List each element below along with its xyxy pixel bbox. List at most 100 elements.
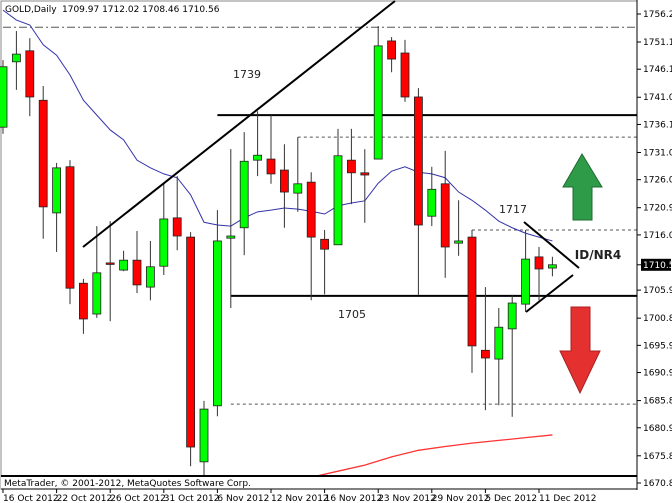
candle	[132, 231, 142, 294]
y-tick-label: 1736.10	[643, 120, 672, 130]
candle	[79, 278, 88, 334]
current-price-label: 1710.56	[643, 261, 672, 271]
candle-body	[548, 264, 557, 269]
y-tick-label: 1720.95	[643, 204, 672, 214]
x-tick-label: 16 Oct 2012	[3, 494, 59, 503]
y-tick-label: 1726.05	[643, 176, 672, 186]
y-tick-label: 1680.90	[643, 424, 672, 434]
candle	[11, 31, 21, 90]
candle-body	[480, 349, 490, 359]
candle	[52, 162, 61, 252]
candle-body	[92, 272, 102, 315]
candle	[494, 307, 504, 406]
x-tick-label: 29 Nov 2012	[432, 494, 490, 503]
y-tick-label: 1751.10	[643, 38, 672, 48]
candle	[279, 144, 289, 228]
candle	[159, 183, 169, 276]
candle	[413, 88, 423, 295]
candle-body	[52, 167, 61, 214]
candle	[534, 246, 544, 301]
triangle-upper-line	[523, 221, 580, 269]
trendline	[82, 0, 396, 248]
candle	[333, 128, 343, 246]
triangle-lower-line	[525, 274, 574, 313]
candle-body	[25, 50, 35, 98]
candle-body	[279, 169, 289, 193]
y-tick-label: 1685.85	[643, 397, 672, 407]
candle	[92, 226, 102, 318]
candle-body	[320, 238, 330, 250]
candle	[507, 294, 517, 417]
x-tick-label: 6 Nov 2012	[217, 494, 269, 503]
x-tick-label: 26 Oct 2012	[110, 494, 166, 503]
candle-body	[507, 302, 517, 330]
label-1739: 1739	[233, 68, 261, 81]
up-arrow-icon	[562, 153, 603, 221]
y-tick-label: 1756.20	[643, 10, 672, 20]
candle	[373, 26, 383, 160]
candle	[212, 210, 222, 417]
candle-body	[253, 154, 263, 161]
down-arrow-icon	[559, 306, 601, 395]
current-price-box	[641, 258, 671, 271]
candle-body	[199, 408, 209, 463]
candle-body	[494, 326, 504, 360]
candle-body	[38, 99, 48, 208]
candle	[387, 37, 397, 73]
candle	[0, 60, 8, 134]
candle-body	[0, 66, 8, 128]
candle-body	[387, 40, 397, 60]
candle-body	[239, 160, 249, 229]
label-id-nr4: ID/NR4	[575, 248, 621, 262]
candle	[360, 149, 370, 223]
x-tick-label: 5 Dec 2012	[485, 494, 537, 503]
candle-body	[172, 217, 182, 237]
candle-body	[373, 45, 383, 160]
candle	[38, 85, 48, 239]
candle-body	[79, 282, 88, 320]
y-tick-label: 1700.85	[643, 314, 672, 324]
candle	[346, 128, 356, 205]
y-tick-label: 1675.80	[643, 452, 672, 462]
y-tick-label: 1705.95	[643, 286, 672, 296]
candle	[306, 172, 316, 301]
candle-body	[159, 218, 169, 267]
candle-body	[440, 183, 450, 248]
ohlc-readout: 1709.97 1712.02 1708.46 1710.56	[62, 5, 220, 15]
candle	[467, 229, 477, 373]
candle	[521, 229, 530, 312]
candle-body	[105, 262, 115, 265]
candle-body	[306, 181, 316, 238]
candle	[119, 250, 128, 272]
y-tick-label: 1741.05	[643, 93, 672, 103]
candle	[172, 176, 182, 251]
candle	[454, 200, 464, 256]
label-1717: 1717	[499, 203, 527, 216]
candle-body	[534, 256, 544, 270]
candle	[105, 221, 115, 322]
candle-body	[186, 236, 196, 448]
candle	[480, 287, 490, 411]
moving-average-fast-line	[2, 9, 553, 242]
candle-body	[266, 158, 276, 175]
candle	[320, 229, 330, 295]
x-tick-label: 12 Nov 2012	[271, 494, 329, 503]
candle	[293, 137, 303, 212]
candle	[440, 150, 450, 278]
copyright-text: MetaTrader, © 2001-2012, MetaQuotes Soft…	[4, 479, 251, 489]
y-tick-label: 1695.90	[643, 341, 672, 351]
candle-body	[467, 236, 477, 347]
y-tick-label: 1690.95	[643, 369, 672, 379]
x-tick-label: 31 Oct 2012	[164, 494, 220, 503]
x-tick-label: 11 Dec 2012	[539, 494, 597, 503]
candle-body	[226, 235, 236, 239]
y-tick-label: 1746.15	[643, 65, 672, 75]
x-tick-label: 23 Nov 2012	[378, 494, 436, 503]
candle-body	[400, 52, 410, 98]
candle	[199, 400, 209, 478]
candle	[239, 132, 249, 256]
candle	[253, 111, 263, 177]
candle	[427, 166, 437, 227]
candle-body	[212, 240, 222, 407]
y-tick-label: 1731.00	[643, 148, 672, 158]
